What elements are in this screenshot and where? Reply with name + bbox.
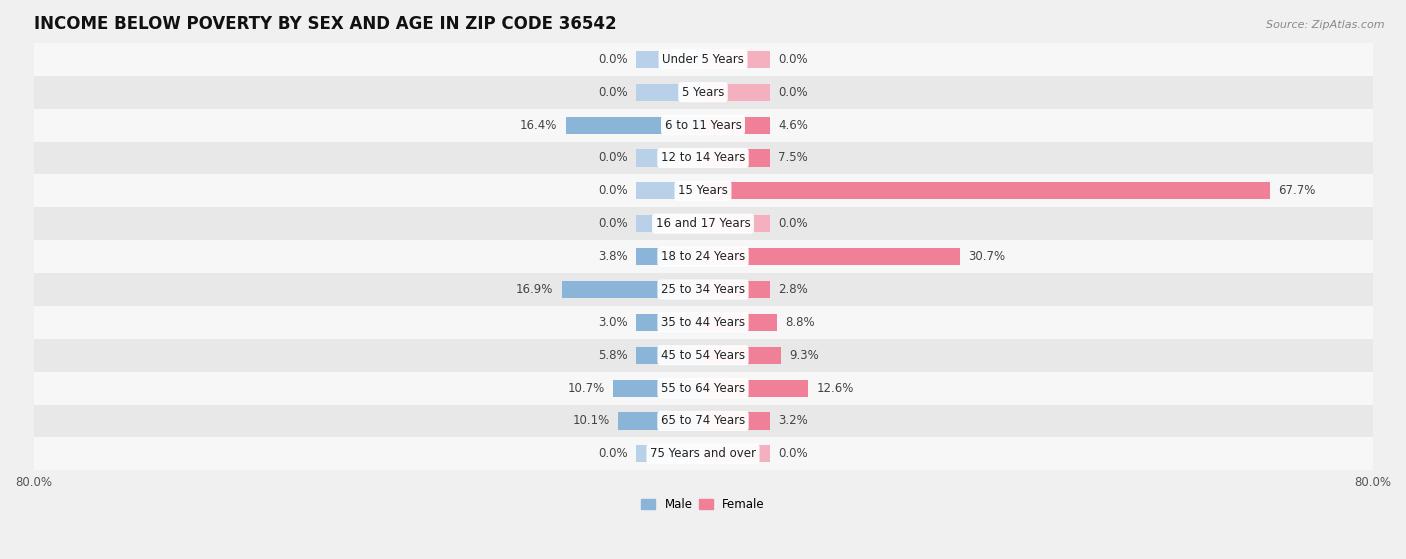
Text: 75 Years and over: 75 Years and over (650, 447, 756, 461)
Bar (565, 116, 703, 134)
Bar (561, 281, 703, 298)
Bar (34, 76, 1372, 108)
Text: Source: ZipAtlas.com: Source: ZipAtlas.com (1267, 20, 1385, 30)
Text: 12 to 14 Years: 12 to 14 Years (661, 151, 745, 164)
Text: 67.7%: 67.7% (1278, 184, 1315, 197)
Legend: Male, Female: Male, Female (637, 493, 769, 516)
Text: 8.8%: 8.8% (785, 316, 814, 329)
Bar (34, 108, 1372, 141)
Bar (703, 446, 770, 462)
Text: 3.2%: 3.2% (779, 414, 808, 428)
Text: 65 to 74 Years: 65 to 74 Years (661, 414, 745, 428)
Text: 0.0%: 0.0% (779, 447, 808, 461)
Text: 7.5%: 7.5% (779, 151, 808, 164)
Bar (34, 273, 1372, 306)
Bar (636, 347, 703, 364)
Bar (636, 446, 703, 462)
Text: 15 Years: 15 Years (678, 184, 728, 197)
Bar (703, 347, 780, 364)
Text: INCOME BELOW POVERTY BY SEX AND AGE IN ZIP CODE 36542: INCOME BELOW POVERTY BY SEX AND AGE IN Z… (34, 15, 616, 33)
Bar (34, 207, 1372, 240)
Bar (34, 43, 1372, 76)
Text: 0.0%: 0.0% (779, 217, 808, 230)
Bar (636, 84, 703, 101)
Text: 18 to 24 Years: 18 to 24 Years (661, 250, 745, 263)
Bar (703, 314, 776, 331)
Text: 45 to 54 Years: 45 to 54 Years (661, 349, 745, 362)
Text: 10.1%: 10.1% (572, 414, 610, 428)
Bar (703, 281, 770, 298)
Text: 0.0%: 0.0% (598, 53, 627, 66)
Bar (34, 240, 1372, 273)
Bar (703, 215, 770, 233)
Text: 3.0%: 3.0% (598, 316, 627, 329)
Bar (636, 182, 703, 200)
Bar (703, 149, 770, 167)
Text: 35 to 44 Years: 35 to 44 Years (661, 316, 745, 329)
Text: 0.0%: 0.0% (598, 86, 627, 99)
Text: 0.0%: 0.0% (598, 151, 627, 164)
Text: 0.0%: 0.0% (598, 447, 627, 461)
Bar (34, 372, 1372, 405)
Text: 4.6%: 4.6% (779, 119, 808, 131)
Bar (34, 306, 1372, 339)
Text: 0.0%: 0.0% (779, 86, 808, 99)
Bar (34, 141, 1372, 174)
Text: 16.4%: 16.4% (520, 119, 557, 131)
Bar (34, 174, 1372, 207)
Bar (703, 182, 1270, 200)
Text: 0.0%: 0.0% (598, 217, 627, 230)
Bar (703, 413, 770, 429)
Text: 6 to 11 Years: 6 to 11 Years (665, 119, 741, 131)
Bar (703, 84, 770, 101)
Text: 3.8%: 3.8% (598, 250, 627, 263)
Text: 12.6%: 12.6% (817, 382, 855, 395)
Text: 0.0%: 0.0% (779, 53, 808, 66)
Bar (619, 413, 703, 429)
Text: Under 5 Years: Under 5 Years (662, 53, 744, 66)
Bar (703, 51, 770, 68)
Bar (703, 116, 770, 134)
Text: 5.8%: 5.8% (598, 349, 627, 362)
Text: 5 Years: 5 Years (682, 86, 724, 99)
Text: 25 to 34 Years: 25 to 34 Years (661, 283, 745, 296)
Bar (636, 215, 703, 233)
Text: 55 to 64 Years: 55 to 64 Years (661, 382, 745, 395)
Bar (703, 380, 808, 397)
Text: 16.9%: 16.9% (516, 283, 553, 296)
Text: 9.3%: 9.3% (789, 349, 818, 362)
Text: 16 and 17 Years: 16 and 17 Years (655, 217, 751, 230)
Bar (613, 380, 703, 397)
Bar (636, 149, 703, 167)
Text: 30.7%: 30.7% (969, 250, 1005, 263)
Bar (34, 438, 1372, 470)
Text: 2.8%: 2.8% (779, 283, 808, 296)
Bar (636, 314, 703, 331)
Bar (636, 51, 703, 68)
Bar (636, 248, 703, 265)
Bar (703, 248, 960, 265)
Bar (34, 339, 1372, 372)
Text: 0.0%: 0.0% (598, 184, 627, 197)
Text: 10.7%: 10.7% (568, 382, 605, 395)
Bar (34, 405, 1372, 438)
